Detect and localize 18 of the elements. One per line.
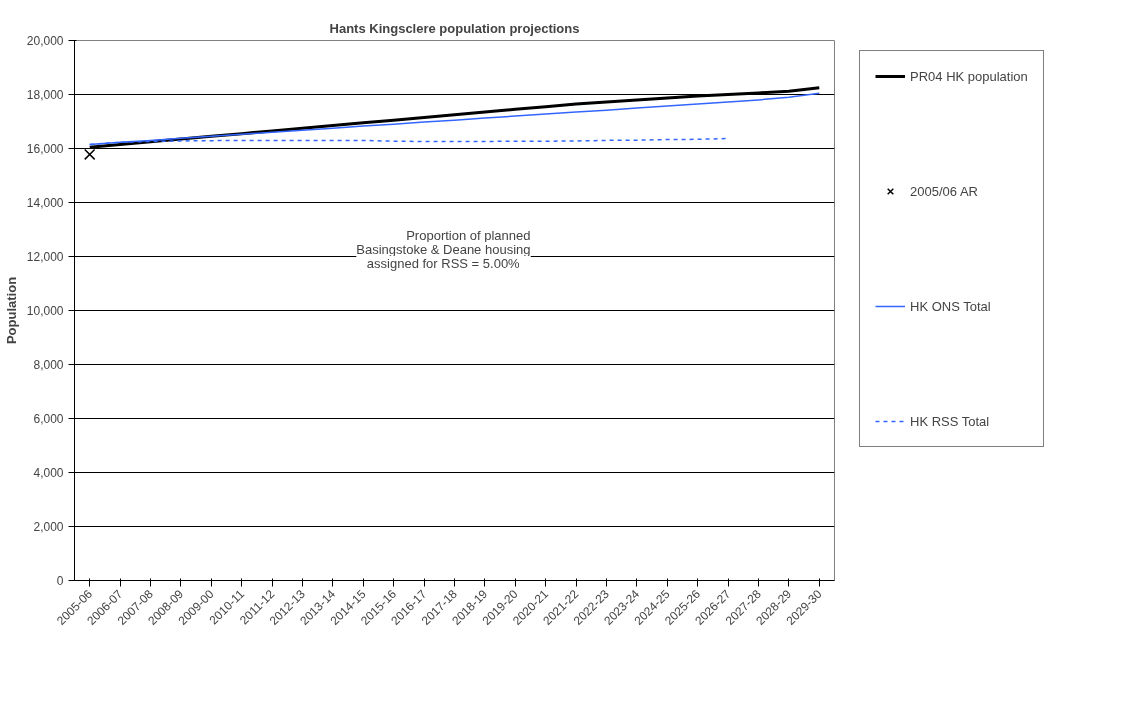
legend-label: HK ONS Total xyxy=(910,298,992,314)
legend-label: PR04 HK population xyxy=(910,68,1028,84)
legend-label: 2005/06 AR xyxy=(910,183,979,199)
y-tick-label: 12,000 xyxy=(26,250,64,264)
y-tick-label: 14,000 xyxy=(26,196,64,210)
y-axis-title: Population xyxy=(3,276,19,345)
y-tick-label: 18,000 xyxy=(26,88,64,102)
y-tick-label: 20,000 xyxy=(26,34,64,48)
y-tick-label: 8,000 xyxy=(33,358,64,372)
y-tick-label: 4,000 xyxy=(33,466,64,480)
y-tick-label: 10,000 xyxy=(26,304,64,318)
y-tick-label: 6,000 xyxy=(33,412,64,426)
annotation: Proportion of planned Basingstoke & Deane housing assigned for RSS = 5.00% xyxy=(356,228,531,272)
y-tick-label: 0 xyxy=(56,574,64,588)
y-tick-label: 16,000 xyxy=(26,142,64,156)
chart-title: Hants Kingsclere population projections xyxy=(329,20,580,36)
y-tick-label: 2,000 xyxy=(33,520,64,534)
legend-label: HK RSS Total xyxy=(910,413,991,429)
